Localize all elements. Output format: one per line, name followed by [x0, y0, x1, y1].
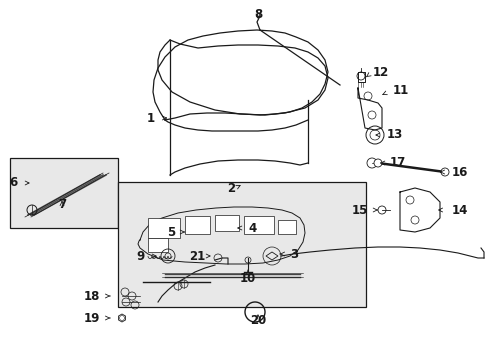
Text: 3: 3 — [289, 248, 298, 261]
Text: 11: 11 — [392, 84, 408, 96]
Text: 10: 10 — [240, 271, 256, 284]
Text: 12: 12 — [372, 66, 388, 78]
Bar — [148, 218, 180, 238]
Circle shape — [373, 159, 381, 167]
Text: 6: 6 — [10, 176, 18, 189]
Text: 21: 21 — [188, 249, 204, 262]
Text: 2: 2 — [226, 181, 235, 194]
Text: 18: 18 — [83, 289, 100, 302]
Text: 5: 5 — [166, 225, 175, 238]
Bar — [278, 220, 295, 234]
Bar — [184, 216, 209, 234]
Text: 7: 7 — [58, 198, 66, 211]
Text: 14: 14 — [451, 203, 468, 216]
Text: 19: 19 — [83, 311, 100, 324]
Text: 16: 16 — [451, 166, 468, 179]
Bar — [10, 158, 118, 228]
Text: 8: 8 — [253, 8, 262, 21]
Text: 13: 13 — [386, 129, 403, 141]
Bar — [148, 238, 168, 252]
Bar — [215, 215, 239, 231]
Text: 9: 9 — [137, 249, 145, 262]
Bar — [118, 182, 365, 307]
Text: 1: 1 — [146, 112, 155, 125]
Text: 20: 20 — [249, 314, 265, 327]
Bar — [244, 216, 273, 234]
Circle shape — [440, 168, 448, 176]
Text: 17: 17 — [389, 157, 406, 170]
Text: 15: 15 — [351, 203, 367, 216]
Text: 4: 4 — [247, 221, 256, 234]
